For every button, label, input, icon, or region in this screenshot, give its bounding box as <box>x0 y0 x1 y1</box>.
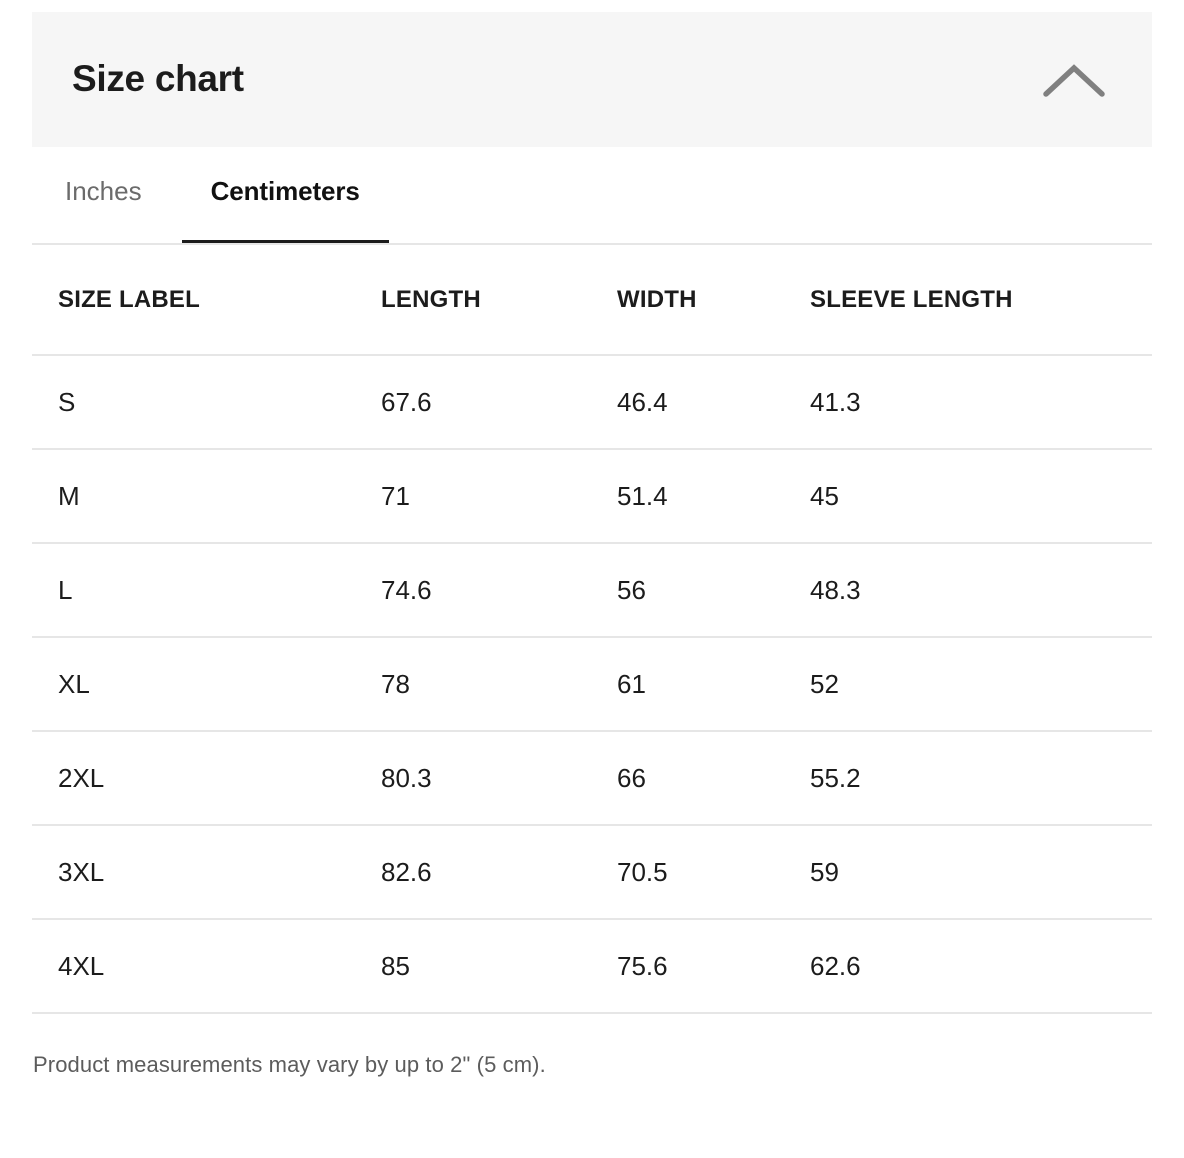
cell-length: 82.6 <box>355 825 585 920</box>
cell-length: 74.6 <box>355 543 585 638</box>
tab-inches-label: Inches <box>65 176 142 206</box>
collapse-toggle-button[interactable] <box>1038 44 1110 116</box>
cell-width: 56 <box>585 543 778 638</box>
page-title: Size chart <box>72 58 244 100</box>
cell-width: 46.4 <box>585 355 778 450</box>
cell-sleeve-length: 55.2 <box>778 731 1152 826</box>
table-row: XL 78 61 52 <box>32 637 1152 732</box>
column-header-length: LENGTH <box>355 245 585 356</box>
table-row: M 71 51.4 45 <box>32 449 1152 544</box>
measurement-disclaimer: Product measurements may vary by up to 2… <box>33 1052 546 1077</box>
cell-sleeve-length: 62.6 <box>778 919 1152 1014</box>
cell-width: 51.4 <box>585 449 778 544</box>
cell-sleeve-length: 59 <box>778 825 1152 920</box>
cell-length: 78 <box>355 637 585 732</box>
cell-size-label: 4XL <box>32 919 355 1014</box>
tab-centimeters[interactable]: Centimeters <box>181 160 389 245</box>
tab-centimeters-label: Centimeters <box>210 176 360 206</box>
tab-inches[interactable]: Inches <box>32 160 182 245</box>
column-header-size-label: SIZE LABEL <box>32 245 355 356</box>
chevron-up-icon <box>1042 62 1106 98</box>
cell-sleeve-length: 45 <box>778 449 1152 544</box>
cell-width: 75.6 <box>585 919 778 1014</box>
cell-size-label: L <box>32 543 355 638</box>
size-table-head: SIZE LABEL LENGTH WIDTH SLEEVE LENGTH <box>32 245 1152 356</box>
table-row: L 74.6 56 48.3 <box>32 543 1152 638</box>
cell-length: 67.6 <box>355 355 585 450</box>
cell-sleeve-length: 41.3 <box>778 355 1152 450</box>
cell-size-label: 3XL <box>32 825 355 920</box>
column-header-sleeve-length: SLEEVE LENGTH <box>778 245 1152 356</box>
table-row: 4XL 85 75.6 62.6 <box>32 919 1152 1014</box>
cell-sleeve-length: 48.3 <box>778 543 1152 638</box>
cell-length: 71 <box>355 449 585 544</box>
column-header-width: WIDTH <box>585 245 778 356</box>
cell-length: 85 <box>355 919 585 1014</box>
cell-sleeve-length: 52 <box>778 637 1152 732</box>
size-chart-header[interactable]: Size chart <box>32 12 1152 147</box>
table-row: S 67.6 46.4 41.3 <box>32 355 1152 450</box>
cell-size-label: S <box>32 355 355 450</box>
table-header-row: SIZE LABEL LENGTH WIDTH SLEEVE LENGTH <box>32 245 1152 356</box>
cell-size-label: M <box>32 449 355 544</box>
cell-size-label: XL <box>32 637 355 732</box>
cell-width: 66 <box>585 731 778 826</box>
cell-length: 80.3 <box>355 731 585 826</box>
size-table-body: S 67.6 46.4 41.3 M 71 51.4 45 L 74.6 56 48.3 XL 78 61 5… <box>32 355 1152 1014</box>
table-row: 3XL 82.6 70.5 59 <box>32 825 1152 920</box>
cell-width: 61 <box>585 637 778 732</box>
cell-size-label: 2XL <box>32 731 355 826</box>
unit-tabs: Inches Centimeters <box>32 160 1152 245</box>
tabs-divider <box>32 243 1152 245</box>
table-row: 2XL 80.3 66 55.2 <box>32 731 1152 826</box>
cell-width: 70.5 <box>585 825 778 920</box>
